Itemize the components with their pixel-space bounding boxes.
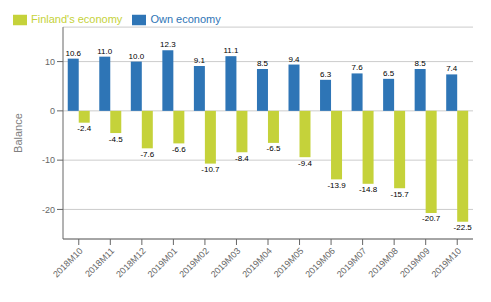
svg-text:10: 10 bbox=[45, 57, 55, 67]
svg-text:2019M06: 2019M06 bbox=[303, 246, 337, 280]
svg-text:2018M12: 2018M12 bbox=[114, 246, 148, 280]
svg-text:-6.6: -6.6 bbox=[172, 145, 186, 154]
svg-text:2019M01: 2019M01 bbox=[146, 246, 180, 280]
svg-text:-9.4: -9.4 bbox=[298, 159, 312, 168]
svg-text:10.0: 10.0 bbox=[129, 52, 145, 61]
svg-text:-20: -20 bbox=[42, 205, 55, 215]
svg-text:-7.6: -7.6 bbox=[140, 150, 154, 159]
svg-text:2019M10: 2019M10 bbox=[430, 246, 464, 280]
svg-text:2018M10: 2018M10 bbox=[51, 246, 85, 280]
svg-text:0: 0 bbox=[50, 106, 55, 116]
svg-text:-8.4: -8.4 bbox=[235, 154, 249, 163]
svg-text:-2.4: -2.4 bbox=[77, 124, 91, 133]
svg-text:2018M11: 2018M11 bbox=[83, 246, 116, 279]
svg-text:11.1: 11.1 bbox=[223, 46, 239, 55]
html-text:Own economy: Own economy bbox=[150, 13, 221, 25]
svg-text:9.4: 9.4 bbox=[288, 55, 300, 64]
svg-text:9.1: 9.1 bbox=[194, 56, 206, 65]
svg-text:8.5: 8.5 bbox=[257, 59, 269, 68]
svg-text:10.6: 10.6 bbox=[65, 49, 81, 58]
svg-text:2019M02: 2019M02 bbox=[177, 246, 211, 280]
svg-text:-6.5: -6.5 bbox=[267, 144, 281, 153]
svg-text:2019M05: 2019M05 bbox=[272, 246, 306, 280]
svg-text:-14.8: -14.8 bbox=[359, 185, 378, 194]
svg-text:12.3: 12.3 bbox=[160, 40, 176, 49]
svg-text:2019M04: 2019M04 bbox=[240, 246, 274, 280]
svg-text:7.6: 7.6 bbox=[352, 63, 364, 72]
svg-text:11.0: 11.0 bbox=[97, 47, 113, 56]
svg-text:2019M09: 2019M09 bbox=[398, 246, 432, 280]
svg-text:2019M08: 2019M08 bbox=[366, 246, 400, 280]
svg-text:6.3: 6.3 bbox=[320, 70, 332, 79]
svg-text:-20.7: -20.7 bbox=[422, 214, 441, 223]
svg-text:-13.9: -13.9 bbox=[327, 181, 346, 190]
svg-text:-15.7: -15.7 bbox=[390, 190, 409, 199]
svg-text:-10: -10 bbox=[42, 155, 55, 165]
svg-text:-4.5: -4.5 bbox=[109, 135, 123, 144]
svg-text:2019M03: 2019M03 bbox=[209, 246, 243, 280]
svg-text:-22.5: -22.5 bbox=[454, 223, 473, 232]
svg-text:2019M07: 2019M07 bbox=[335, 246, 369, 280]
svg-text:6.5: 6.5 bbox=[383, 69, 395, 78]
svg-text:Balance: Balance bbox=[12, 113, 24, 153]
svg-text:7.4: 7.4 bbox=[446, 64, 458, 73]
svg-text:-10.7: -10.7 bbox=[201, 165, 220, 174]
html-text:Finland's economy: Finland's economy bbox=[31, 13, 123, 25]
svg-text:8.5: 8.5 bbox=[415, 59, 427, 68]
